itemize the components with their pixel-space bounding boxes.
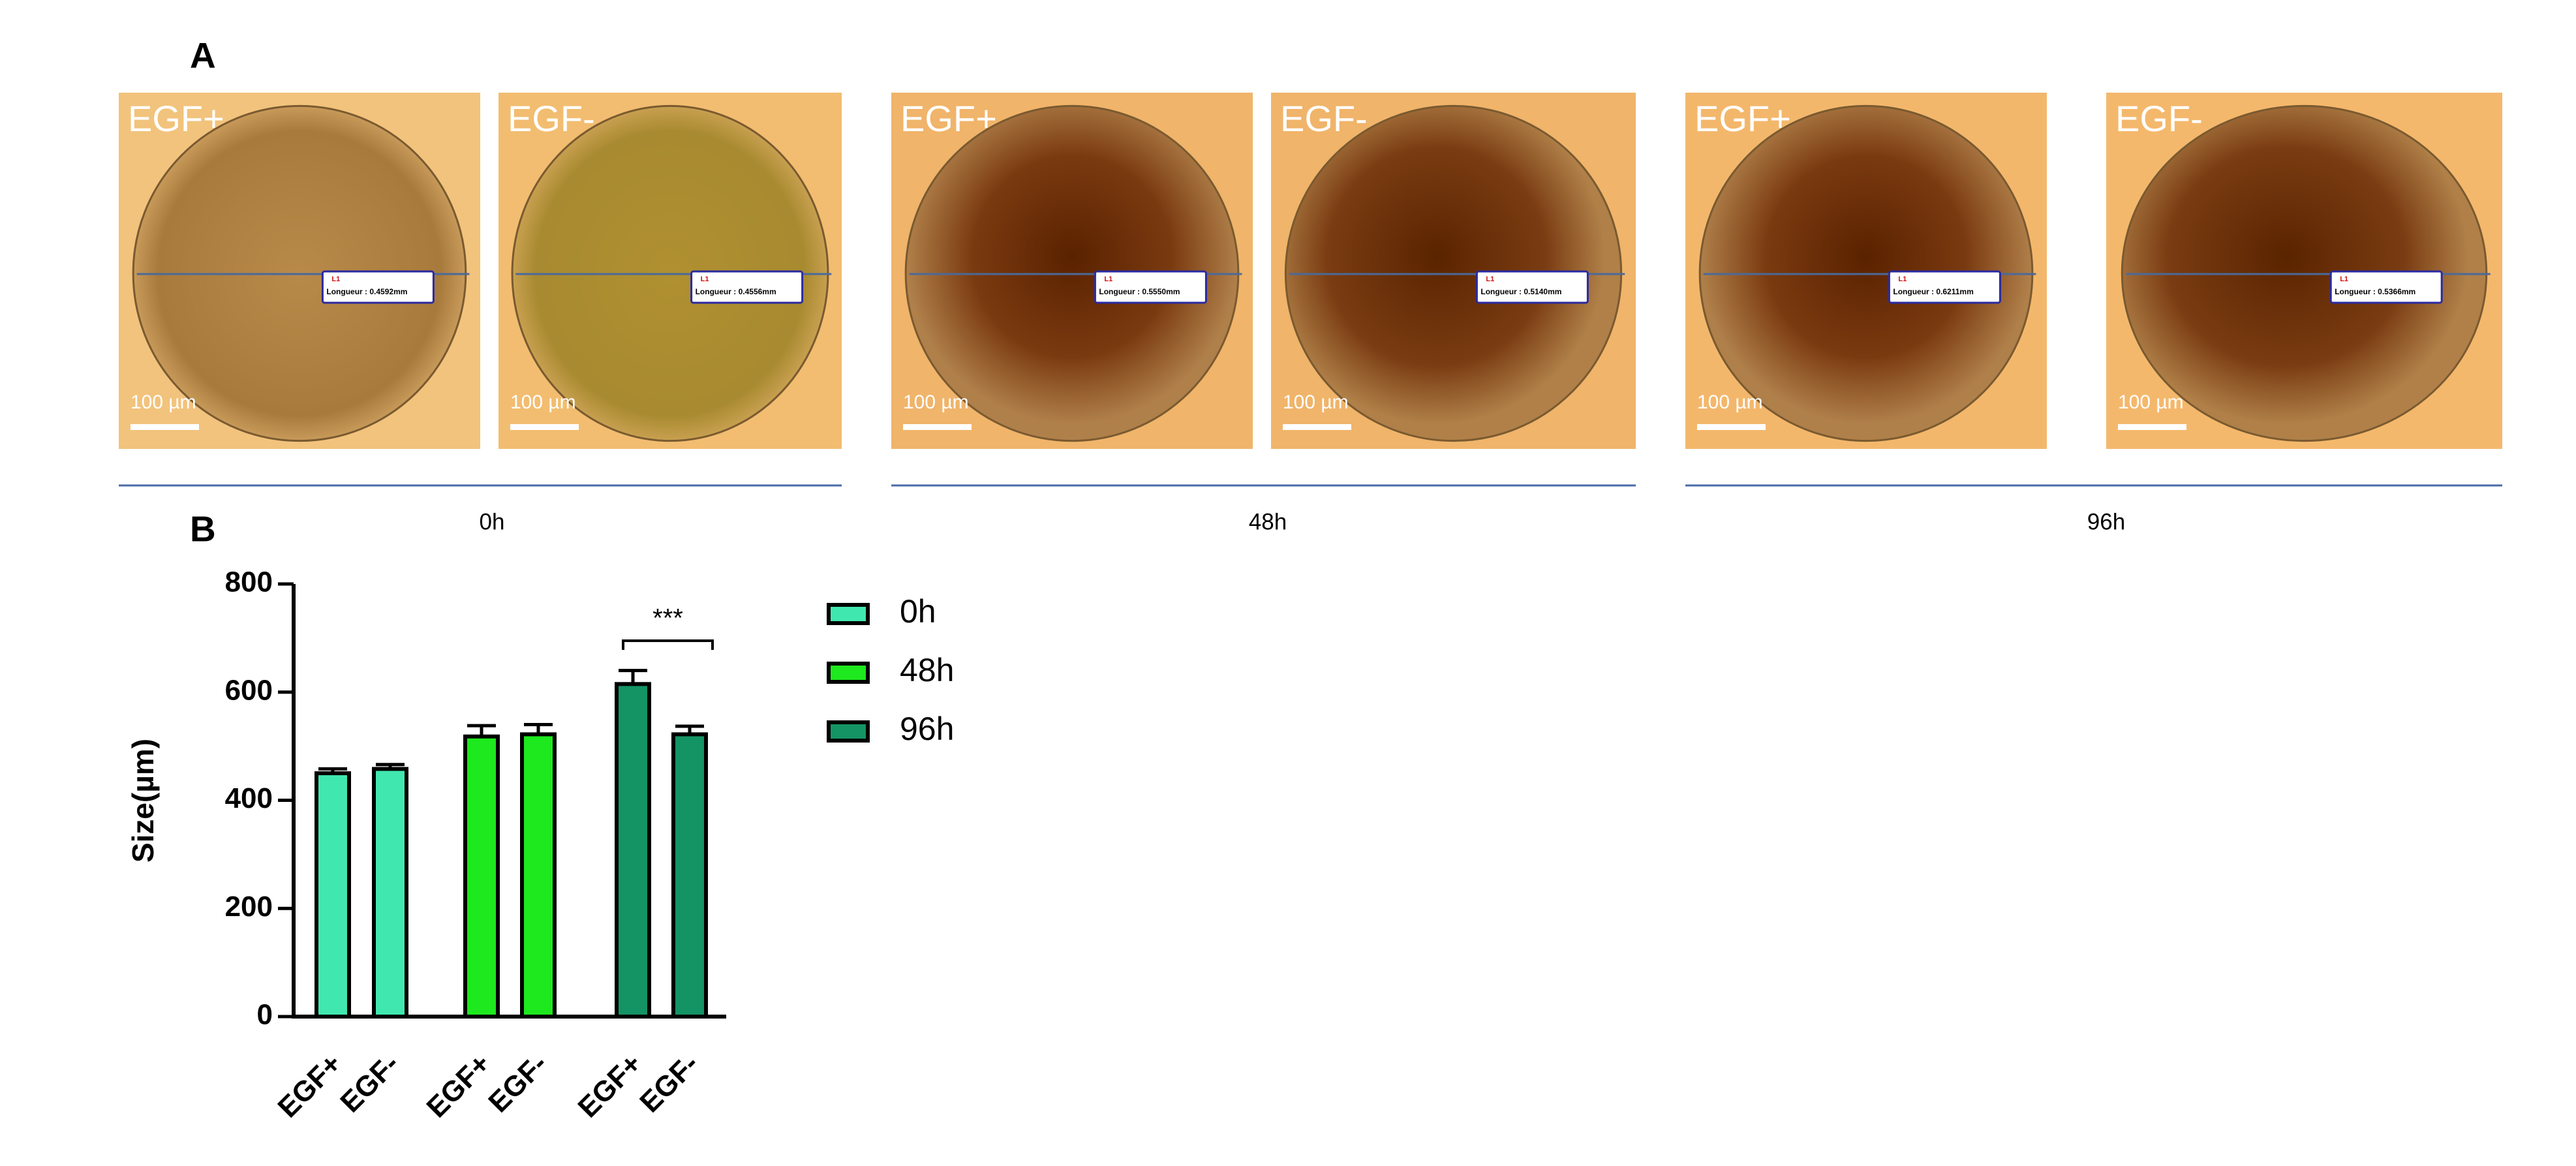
- y-tick-label: 600: [225, 674, 273, 706]
- scale-label: 100 µm: [903, 391, 969, 413]
- legend-swatch: [827, 720, 870, 743]
- measure-marker: L1: [1486, 275, 1494, 283]
- timepoint-label: 48h: [1249, 509, 1287, 534]
- condition-label: EGF+: [900, 98, 997, 139]
- measure-value: Longueur : 0.5366mm: [2335, 287, 2415, 296]
- y-tick-label: 0: [257, 999, 273, 1031]
- x-tick-label: EGF-: [482, 1048, 553, 1119]
- scale-bar: [510, 424, 579, 430]
- scale-bar: [130, 424, 199, 430]
- legend-label: 96h: [900, 711, 954, 747]
- measure-value: Longueur : 0.4592mm: [326, 287, 407, 296]
- bar: [372, 767, 408, 1019]
- condition-label: EGF-: [2115, 98, 2203, 139]
- scale-label: 100 µm: [510, 391, 576, 413]
- scale-bar: [2118, 424, 2186, 430]
- measure-box: [2329, 270, 2443, 304]
- x-tick-label: EGF+: [572, 1048, 649, 1124]
- timepoint-label: 96h: [2087, 509, 2125, 534]
- panel-label: A: [190, 35, 216, 76]
- legend-label: 0h: [900, 593, 936, 630]
- y-axis-title: Size(µm): [126, 739, 160, 863]
- legend-swatch: [827, 662, 870, 684]
- condition-label: EGF-: [1280, 98, 1368, 139]
- scale-bar: [903, 424, 972, 430]
- significance-bracket: [622, 639, 714, 650]
- timepoint-label: 0h: [480, 509, 505, 534]
- measure-value: Longueur : 0.5140mm: [1480, 287, 1561, 296]
- y-tick-label: 200: [225, 891, 273, 923]
- scale-bar: [1283, 424, 1351, 430]
- measure-box: [321, 270, 435, 304]
- measure-value: Longueur : 0.6211mm: [1893, 287, 1973, 296]
- bar: [671, 732, 708, 1019]
- scale-label: 100 µm: [130, 391, 196, 413]
- y-tick-label: 400: [225, 782, 273, 814]
- scale-label: 100 µm: [2118, 391, 2184, 413]
- bar: [314, 771, 351, 1019]
- y-tick-label: 800: [225, 566, 273, 598]
- x-tick-label: EGF+: [272, 1048, 348, 1124]
- measure-box: [1475, 270, 1589, 304]
- measure-marker: L1: [1898, 275, 1907, 283]
- measure-box: [1094, 270, 1207, 304]
- measure-value: Longueur : 0.4556mm: [696, 287, 776, 296]
- legend-label: 48h: [900, 652, 954, 688]
- panel-label: B: [190, 509, 216, 549]
- scale-label: 100 µm: [1283, 391, 1349, 413]
- x-tick-label: EGF-: [334, 1048, 405, 1119]
- measure-marker: L1: [701, 275, 709, 283]
- measure-value: Longueur : 0.5550mm: [1099, 287, 1180, 296]
- measure-box: [1888, 270, 2001, 304]
- measure-box: [690, 270, 804, 304]
- x-tick-label: EGF+: [421, 1048, 497, 1124]
- bar: [520, 732, 557, 1019]
- measure-marker: L1: [331, 275, 340, 283]
- significance-label: ***: [652, 604, 683, 633]
- bar: [615, 682, 651, 1019]
- scale-bar: [1697, 424, 1766, 430]
- x-tick-label: EGF-: [634, 1048, 705, 1119]
- bar: [463, 734, 500, 1019]
- condition-label: EGF-: [508, 98, 595, 139]
- condition-label: EGF+: [1694, 98, 1791, 139]
- measure-marker: L1: [2340, 275, 2348, 283]
- scale-label: 100 µm: [1697, 391, 1763, 413]
- legend-swatch: [827, 603, 870, 625]
- condition-label: EGF+: [128, 98, 224, 139]
- measure-marker: L1: [1104, 275, 1112, 283]
